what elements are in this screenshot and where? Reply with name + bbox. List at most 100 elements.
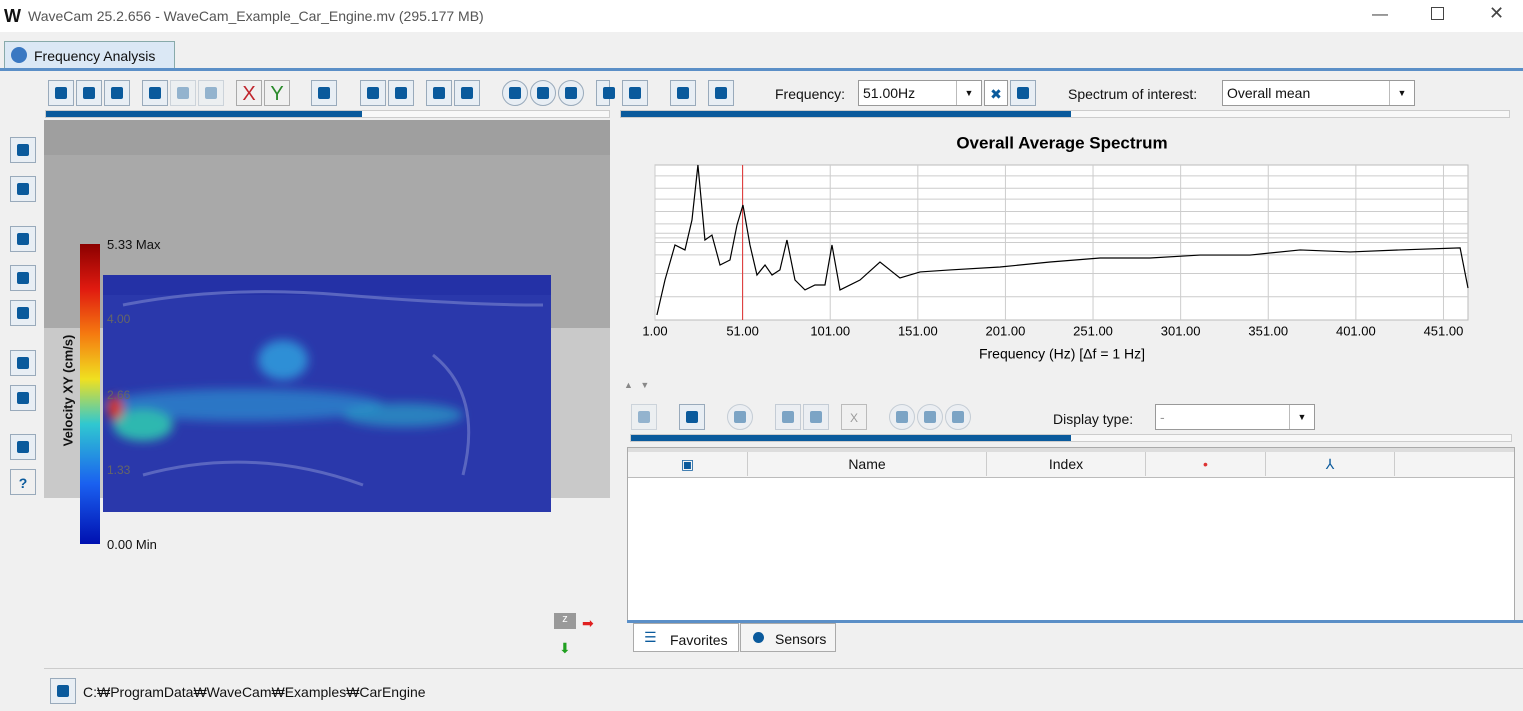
window-title: WaveCam 25.2.656 - WaveCam_Example_Car_E… <box>28 8 484 24</box>
first-button[interactable] <box>48 80 74 106</box>
title-bar: W WaveCam 25.2.656 - WaveCam_Example_Car… <box>0 0 1523 32</box>
frequency-label: Frequency: <box>775 86 846 102</box>
display-type-select[interactable]: - ▼ <box>1155 404 1315 430</box>
x-tick-label: 101.00 <box>810 323 850 338</box>
res-x[interactable]: X <box>841 404 867 430</box>
side-analyze[interactable] <box>10 350 36 376</box>
close[interactable]: ✕ <box>1489 3 1505 23</box>
x-tick-label: 351.00 <box>1248 323 1288 338</box>
res-delete[interactable] <box>727 404 753 430</box>
tab-favorites[interactable]: ☰ Favorites <box>633 623 739 652</box>
zoom-in[interactable] <box>558 80 584 106</box>
res-refresh[interactable] <box>679 404 705 430</box>
clear-frequency[interactable]: ✖ <box>984 80 1008 106</box>
signal-button[interactable] <box>708 80 734 106</box>
tabs-line <box>627 620 1523 623</box>
col-select[interactable]: ▣ <box>628 452 748 476</box>
frequency-value: 51.00Hz <box>863 85 916 101</box>
results-table: ▣ Name Index • ⅄ <box>627 447 1515 621</box>
last-button[interactable] <box>104 80 130 106</box>
colorbar-tick: 0.00 Min <box>107 537 157 552</box>
x-tick-label: 201.00 <box>986 323 1026 338</box>
spectrum-value: Overall mean <box>1227 85 1311 101</box>
spectrum-select[interactable]: Overall mean ▼ <box>1222 80 1415 106</box>
help-button[interactable]: ? <box>10 469 36 495</box>
zoom-reset[interactable] <box>530 80 556 106</box>
col-index[interactable]: Index <box>987 452 1146 476</box>
right-scrollbar[interactable] <box>620 110 1510 118</box>
open-folder[interactable] <box>50 678 76 704</box>
res-grid[interactable] <box>775 404 801 430</box>
chart-title: Overall Average Spectrum <box>956 133 1167 152</box>
save-button[interactable] <box>142 80 168 106</box>
display-type-value: - <box>1160 409 1165 425</box>
side-edit[interactable] <box>10 434 36 460</box>
res-fill[interactable] <box>803 404 829 430</box>
colorbar-label: Velocity XY (cm/s) <box>60 334 76 447</box>
x-tick-label: 51.00 <box>726 323 759 338</box>
x-tick-label: 251.00 <box>1073 323 1113 338</box>
status-path: C:₩ProgramData₩WaveCam₩Examples₩CarEngin… <box>83 684 426 700</box>
x-arrow: ➡ <box>582 615 594 631</box>
spectrum-line <box>656 164 1469 316</box>
favorites-label: Favorites <box>670 632 728 648</box>
x-tick-label: 151.00 <box>898 323 938 338</box>
tab-label: Frequency Analysis <box>34 48 156 64</box>
col-color[interactable]: • <box>1146 452 1266 476</box>
display-type-label: Display type: <box>1053 411 1134 427</box>
results-scrollbar[interactable] <box>630 434 1512 442</box>
more-button[interactable] <box>596 80 615 106</box>
export-button[interactable] <box>670 80 696 106</box>
tab-underline <box>0 68 1523 71</box>
x-tick-label: 1.00 <box>642 323 667 338</box>
x-tick-label: 451.00 <box>1424 323 1464 338</box>
x-button[interactable]: X <box>236 80 262 106</box>
film2-button[interactable] <box>198 80 224 106</box>
app-icon: W <box>4 6 21 26</box>
save-spectrum[interactable] <box>622 80 648 106</box>
sensors-icon <box>753 632 764 643</box>
colorbar-tick: 5.33 Max <box>107 237 161 252</box>
y-button[interactable]: Y <box>264 80 290 106</box>
sensors-label: Sensors <box>775 631 827 647</box>
tab-icon <box>11 47 27 63</box>
image-button[interactable] <box>426 80 452 106</box>
save-frequency[interactable] <box>1010 80 1036 106</box>
minimize[interactable]: — <box>1372 6 1388 23</box>
colorbar-tick: 4.00 <box>107 312 131 326</box>
tab-frequency-analysis[interactable]: Frequency Analysis <box>4 41 175 69</box>
side-time[interactable] <box>10 385 36 411</box>
side-zoom[interactable] <box>10 137 36 163</box>
side-import[interactable] <box>10 226 36 252</box>
frequency-input[interactable]: 51.00Hz ▼ <box>858 80 982 106</box>
film-button[interactable] <box>170 80 196 106</box>
side-open[interactable] <box>10 265 36 291</box>
col-name[interactable]: Name <box>748 452 987 476</box>
res-dot[interactable] <box>917 404 943 430</box>
image2-button[interactable] <box>454 80 480 106</box>
table-header: ▣ Name Index • ⅄ <box>628 448 1514 478</box>
res-save[interactable] <box>631 404 657 430</box>
pause-button[interactable] <box>76 80 102 106</box>
x-tick-label: 301.00 <box>1161 323 1201 338</box>
colorbar <box>80 244 100 544</box>
res-minus[interactable] <box>945 404 971 430</box>
points-button[interactable] <box>360 80 386 106</box>
color-button[interactable] <box>311 80 337 106</box>
res-plus[interactable] <box>889 404 915 430</box>
maximize[interactable] <box>1431 7 1444 20</box>
side-upload[interactable] <box>10 300 36 326</box>
spectrum-chart: Overall Average Spectrum Frequency (Hz) … <box>642 133 1469 362</box>
splitter[interactable]: ▲ ▼ <box>624 380 650 390</box>
zoom-out[interactable] <box>502 80 528 106</box>
col-axis[interactable]: ⅄ <box>1266 452 1395 476</box>
axis-indicator: z <box>554 613 576 629</box>
colorbar-tick: 1.33 <box>107 463 131 477</box>
spectrum-label: Spectrum of interest: <box>1068 86 1198 102</box>
side-copy[interactable] <box>10 176 36 202</box>
view-header <box>44 120 610 155</box>
left-scrollbar[interactable] <box>45 110 610 118</box>
axes-button[interactable] <box>388 80 414 106</box>
tab-sensors[interactable]: Sensors <box>740 623 836 652</box>
